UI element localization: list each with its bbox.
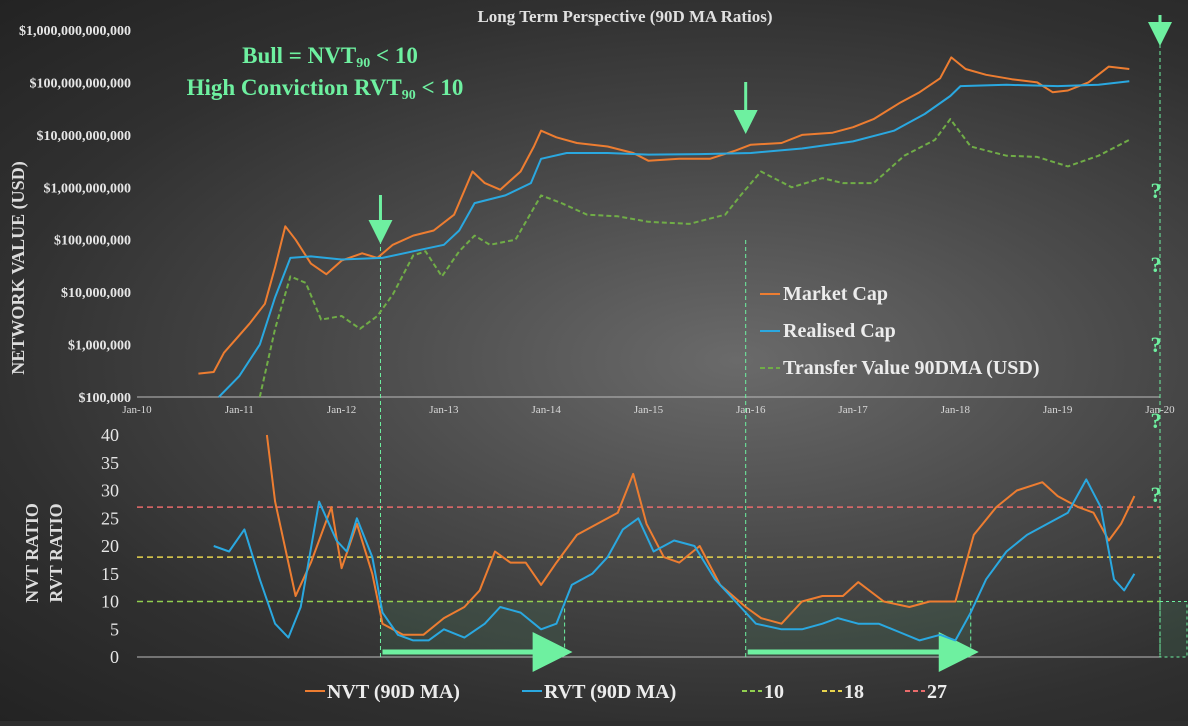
annotation-high-conviction: High Conviction RVT90 < 10	[187, 75, 464, 103]
legend-label: RVT (90D MA)	[544, 681, 676, 703]
bottom-y-tick-label: 35	[101, 453, 119, 473]
x-tick-label: Jan-15	[634, 404, 664, 416]
bottom-y-tick-label: 20	[101, 536, 119, 556]
period-guide-lines	[379, 30, 1161, 672]
series-line	[213, 478, 1136, 642]
series-line	[265, 434, 1136, 636]
bottom-y-tick-label: 0	[110, 647, 119, 667]
top-y-tick-label: $1,000,000	[68, 339, 131, 354]
x-tick-label: Jan-13	[429, 404, 459, 416]
x-tick-label: Jan-19	[1043, 404, 1073, 416]
top-y-axis-title: NETWORK VALUE (USD)	[8, 161, 29, 374]
legend-label: 18	[844, 681, 864, 703]
bottom-y-axis-title-rvt: RVT RATIO	[46, 503, 66, 602]
legend-label: NVT (90D MA)	[327, 681, 460, 703]
question-mark: ?	[1151, 252, 1162, 277]
x-tick-label: Jan-16	[736, 404, 766, 416]
signal-arrows	[368, 15, 1172, 244]
top-y-tick-label: $100,000,000,000	[30, 76, 132, 91]
bottom-y-axis: 0 5 10 15 20 25 30 35 40	[101, 425, 119, 667]
series-line	[258, 118, 1130, 398]
question-mark: ?	[1151, 408, 1162, 433]
legend-label: 10	[764, 681, 784, 703]
top-y-axis: $100,000 $1,000,000 $10,000,000 $100,000,00…	[19, 24, 131, 406]
x-tick-label: Jan-17	[838, 404, 868, 416]
bottom-series-group	[213, 434, 1136, 642]
bottom-legend: NVT (90D MA) RVT (90D MA) 10 18 27	[305, 681, 947, 703]
legend-label: Transfer Value 90DMA (USD)	[783, 357, 1039, 379]
legend-label: Realised Cap	[783, 320, 896, 342]
series-line	[218, 80, 1130, 398]
legend-label: Market Cap	[783, 283, 888, 305]
top-legend: Market Cap Realised Cap Transfer Value 90D…	[760, 283, 1039, 379]
top-y-tick-label: $10,000,000,000	[37, 129, 132, 144]
bottom-y-tick-label: 5	[110, 619, 119, 639]
bottom-y-axis-title-nvt: NVT RATIO	[22, 503, 42, 603]
current-bull-band	[1159, 601, 1188, 658]
top-y-tick-label: $100,000	[79, 391, 132, 406]
legend-label: 27	[927, 681, 947, 703]
threshold-lines	[137, 506, 1160, 603]
x-tick-label: Jan-11	[225, 404, 254, 416]
top-y-tick-label: $100,000,000	[54, 234, 131, 249]
question-mark: ?	[1151, 482, 1162, 507]
bull-period-band	[380, 601, 565, 657]
top-series-group	[198, 56, 1130, 398]
question-mark: ?	[1151, 178, 1162, 203]
x-tick-label: Jan-14	[532, 404, 562, 416]
bottom-y-tick-label: 15	[101, 564, 119, 584]
question-marks: ?????	[1151, 178, 1162, 507]
bull-period-shading	[380, 601, 1188, 658]
x-tick-label: Jan-12	[327, 404, 356, 416]
bottom-y-tick-label: 25	[101, 508, 119, 528]
bottom-y-tick-label: 40	[101, 425, 119, 445]
annotation-bull: Bull = NVT90 < 10	[242, 43, 418, 71]
top-y-tick-label: $1,000,000,000,000	[19, 24, 131, 39]
top-y-tick-label: $1,000,000,000	[44, 181, 132, 196]
bottom-y-tick-label: 30	[101, 481, 119, 501]
x-axis: Jan-10 Jan-11 Jan-12 Jan-13 Jan-14 Jan-15 Jan-…	[122, 404, 1175, 416]
bottom-y-tick-label: 10	[101, 592, 119, 612]
question-mark: ?	[1151, 332, 1162, 357]
chart-title: Long Term Perspective (90D MA Ratios)	[477, 7, 772, 26]
x-tick-label: Jan-10	[122, 404, 152, 416]
top-y-tick-label: $10,000,000	[61, 286, 131, 301]
series-line	[198, 56, 1130, 375]
x-tick-label: Jan-18	[941, 404, 971, 416]
